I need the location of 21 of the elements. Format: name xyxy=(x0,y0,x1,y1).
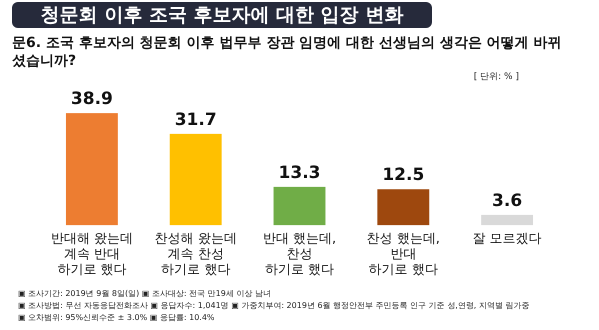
data-label: 38.9 xyxy=(70,89,113,110)
bar xyxy=(66,113,118,226)
text: [ 단위: % ] xyxy=(474,71,519,83)
x-tick-label: 잘 모르겠다 xyxy=(472,231,542,246)
data-label: 13.3 xyxy=(278,162,320,183)
bar xyxy=(170,134,222,226)
text: ▣ 오차범위: 95%신뢰수준 ± 3.0% ▣ 응답률: 10.4% xyxy=(18,312,216,324)
bar xyxy=(481,214,534,226)
bar xyxy=(377,189,430,226)
x-tick-label: 반대해 왔는데 계속 반대 하기로 했다 xyxy=(50,231,133,278)
x-tick-label: 찬성해 왔는데 계속 찬성 하기로 했다 xyxy=(154,231,237,278)
data-label: 31.7 xyxy=(174,110,217,130)
chart-title: 청문회 이후 조국 후보자에 대한 입장 변화 xyxy=(12,2,432,28)
x-tick-label: 찬성 했는데, 반대 하기로 했다 xyxy=(366,231,440,278)
bar xyxy=(274,186,326,226)
text: ▣ 조사기간: 2019년 9월 8일(일) ▣ 조사대상: 전국 만19세 이상 남녀 xyxy=(18,288,272,300)
data-label: 12.5 xyxy=(382,165,424,186)
chart-subtitle: 문6. 조국 후보자의 청문회 이후 법무부 장관 임명에 대한 선생님의 생각은 어떻게 바뀌셨습니까? xyxy=(12,34,563,70)
text: ▣ 조사방법: 무선 자동응답전화조사 ▣ 응답자수: 1,041명 ▣ 가중치부여: 2019년 6월 행정안전부 주민등록 인구 기준 성,연령, 지역별 림가중 xyxy=(18,300,530,312)
x-tick-label: 반대 했는데, 찬성 하기로 했다 xyxy=(262,231,336,278)
data-label: 3.6 xyxy=(492,190,522,211)
